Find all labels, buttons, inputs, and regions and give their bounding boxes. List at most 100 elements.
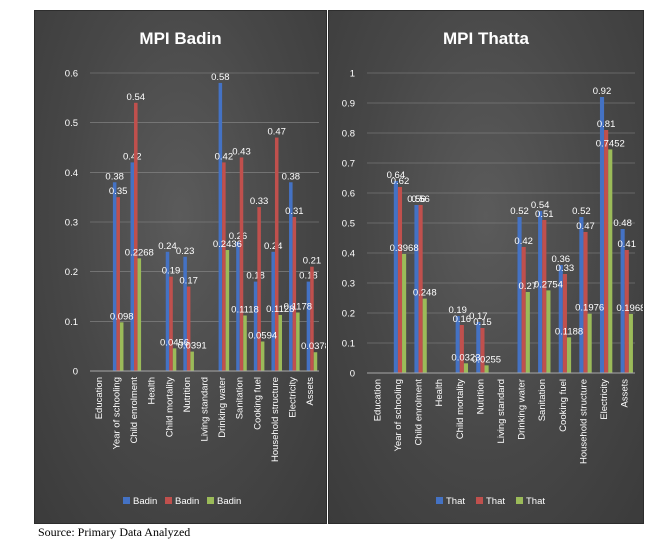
data-label: 0.2754 — [534, 279, 563, 290]
chart-badin: MPI Badin 0 0.1 0.2 0.3 0.4 0.5 0.6 0.38 0.42 0.24… — [65, 29, 326, 507]
bar-c1-s0-drinking-water — [517, 217, 522, 373]
y-tick-label: 0.6 — [342, 189, 355, 200]
data-label: 0.1118 — [231, 304, 259, 315]
data-label: 0.0255 — [472, 354, 501, 365]
bar-c1-s1-sanitation — [542, 220, 547, 373]
x-tick-label: Household structure — [270, 377, 281, 462]
bar-c0-s0-household-structure — [271, 251, 275, 371]
bar-c0-s0-sanitation — [236, 241, 240, 371]
x-tick-label: Nutrition — [475, 379, 486, 414]
data-label: 0.58 — [211, 72, 230, 83]
legend-swatch — [207, 497, 214, 504]
bar-c1-s2-household-structure — [587, 313, 592, 373]
x-tick-label: Drinking water — [217, 377, 228, 438]
y-tick-label: 0.3 — [65, 218, 78, 229]
x-tick-label: Sanitation — [235, 377, 246, 419]
bar-c1-s0-sanitation — [538, 211, 543, 373]
legend-label: That — [486, 496, 505, 507]
bar-c0-s2-assets — [313, 352, 318, 371]
bar-c0-s1-nutrition — [186, 286, 191, 371]
data-label: 0.0391 — [178, 341, 207, 352]
x-tick-label: Living standard — [496, 379, 507, 443]
data-label: 0.2268 — [125, 247, 154, 258]
bar-c1-s1-nutrition — [480, 328, 485, 373]
bar-c0-s2-drinking-water — [225, 250, 230, 371]
bar-c1-s2-child-mortality — [463, 363, 469, 373]
data-label: 0.42 — [514, 236, 533, 247]
data-label: 0.33 — [556, 263, 575, 274]
x-tick-label: Health — [147, 377, 158, 404]
y-tick-label: 0.5 — [65, 118, 78, 129]
legend-swatch — [516, 497, 523, 504]
y-tick-label: 0.7 — [342, 159, 355, 170]
y-tick-label: 0.2 — [65, 267, 78, 278]
bar-c1-s1-household-structure — [583, 232, 588, 373]
chart-panel-badin: MPI Badin 0 0.1 0.2 0.3 0.4 0.5 0.6 0.38 0.42 0.24… — [34, 10, 327, 524]
bar-c1-s2-electricity — [608, 149, 613, 373]
bar-c0-s0-drinking-water — [218, 82, 223, 371]
data-label: 0.0323 — [451, 352, 480, 363]
bar-c1-s1-year-of-schooling — [397, 187, 403, 373]
x-tick-label: Cooking fuel — [252, 377, 263, 430]
bar-c0-s2-nutrition — [190, 351, 194, 371]
data-label: 0.19 — [448, 305, 467, 316]
data-label: 0.23 — [176, 246, 195, 257]
y-tick-label: 0.5 — [342, 219, 355, 230]
data-label: 0.38 — [105, 171, 124, 182]
data-label: 0.43 — [232, 146, 251, 157]
legend-label: Badin — [133, 496, 157, 507]
data-label: 0.62 — [391, 176, 410, 187]
bar-c1-s0-child-enrolment — [414, 205, 419, 373]
legend-swatch — [123, 497, 130, 504]
bar-c0-s0-cooking-fuel — [253, 281, 258, 371]
x-tick-label: Year of schooling — [111, 377, 122, 450]
data-label: 0.33 — [250, 196, 269, 207]
chart-title: MPI Thatta — [443, 29, 529, 48]
data-label: 0.17 — [469, 311, 488, 322]
bar-c1-s0-cooking-fuel — [558, 265, 563, 373]
legend-swatch — [436, 497, 443, 504]
legend-label: Badin — [217, 496, 241, 507]
data-label: 0.2436 — [213, 239, 242, 250]
bar-c1-s1-drinking-water — [521, 247, 526, 373]
bar-c0-s1-household-structure — [274, 137, 279, 371]
bar-c0-s2-year-of-schooling — [119, 322, 124, 371]
bar-c0-s2-household-structure — [278, 314, 283, 371]
data-label: 0.38 — [282, 171, 301, 182]
bar-c1-s2-cooking-fuel — [566, 337, 572, 373]
bar-c0-s1-drinking-water — [222, 162, 226, 371]
data-label: 0.1976 — [575, 303, 604, 314]
bar-c1-s0-nutrition — [476, 322, 481, 373]
data-label: 0.47 — [576, 221, 595, 232]
data-label: 0.0378 — [301, 341, 326, 352]
data-label: 0.18 — [299, 271, 318, 282]
bar-c1-s2-sanitation — [546, 290, 551, 373]
bar-c1-s1-cooking-fuel — [562, 274, 567, 373]
bar-c1-s1-child-enrolment — [418, 205, 423, 373]
data-label: 0.92 — [593, 86, 612, 97]
bar-c0-s2-child-mortality — [172, 348, 177, 371]
y-tick-label: 0.2 — [342, 309, 355, 320]
data-label: 0.42 — [123, 151, 141, 162]
legend-label: Badin — [175, 496, 199, 507]
data-label: 0.1968 — [616, 303, 643, 314]
x-tick-label: Nutrition — [182, 377, 193, 412]
y-tick-label: 0 — [73, 367, 78, 378]
x-tick-label: Child mortality — [455, 379, 466, 439]
data-label: 0.54 — [127, 92, 146, 103]
x-tick-label: Child enrolment — [414, 379, 425, 446]
bar-c1-s2-nutrition — [484, 365, 489, 373]
x-tick-label: Child mortality — [164, 377, 175, 437]
bar-c1-s0-electricity — [599, 97, 605, 373]
bar-c0-s2-electricity — [296, 312, 300, 371]
bar-c1-s1-child-mortality — [459, 325, 464, 373]
data-label: 0.31 — [285, 206, 304, 217]
x-tick-label: Child enrolment — [129, 377, 140, 444]
data-label: 0.7452 — [596, 138, 625, 149]
bar-c0-s1-child-mortality — [169, 276, 173, 371]
x-tick-label: Living standard — [200, 377, 211, 441]
bar-c1-s2-year-of-schooling — [402, 253, 407, 373]
data-label: 0.16 — [453, 314, 472, 325]
data-label: 0.56 — [407, 194, 426, 205]
data-label: 0.27 — [519, 281, 538, 292]
